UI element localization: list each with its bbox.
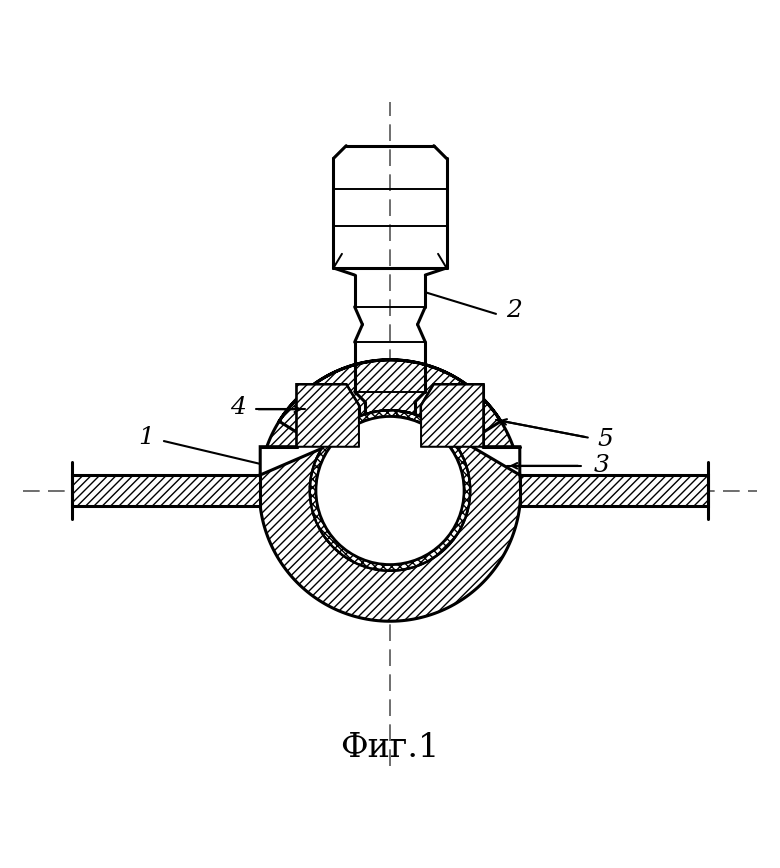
- Text: 4: 4: [230, 396, 246, 418]
- Polygon shape: [421, 385, 484, 447]
- Polygon shape: [310, 411, 470, 570]
- Polygon shape: [324, 411, 384, 448]
- Polygon shape: [296, 385, 359, 447]
- Polygon shape: [261, 385, 359, 475]
- Polygon shape: [259, 360, 521, 621]
- Polygon shape: [310, 411, 470, 570]
- Text: 3: 3: [594, 454, 610, 477]
- Polygon shape: [72, 475, 261, 506]
- Text: Фиг.1: Фиг.1: [340, 733, 440, 765]
- Polygon shape: [519, 475, 708, 506]
- Polygon shape: [310, 385, 519, 569]
- Circle shape: [316, 417, 464, 565]
- Text: 1: 1: [138, 426, 154, 449]
- Text: 2: 2: [505, 299, 522, 322]
- Text: 5: 5: [597, 428, 613, 451]
